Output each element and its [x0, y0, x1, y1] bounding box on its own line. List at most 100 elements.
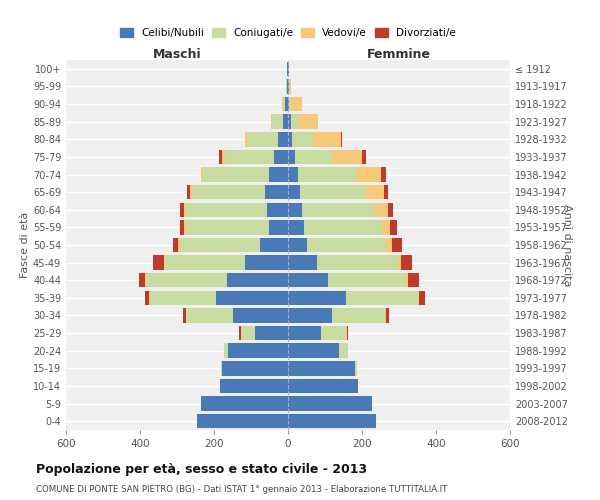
Bar — [287, 79, 288, 94]
Bar — [292, 132, 313, 146]
Bar — [271, 114, 272, 129]
Bar — [239, 326, 241, 340]
Bar — [288, 132, 292, 146]
Bar — [288, 361, 355, 376]
Bar — [182, 308, 185, 322]
Bar — [341, 132, 343, 146]
Bar — [286, 97, 288, 112]
Bar — [283, 97, 286, 112]
Bar — [304, 220, 382, 234]
Bar — [224, 344, 228, 358]
Bar — [288, 168, 298, 181]
Bar — [222, 361, 288, 376]
Text: COMUNE DI PONTE SAN PIETRO (BG) - Dati ISTAT 1° gennaio 2013 - Elaborazione TUTT: COMUNE DI PONTE SAN PIETRO (BG) - Dati I… — [36, 485, 448, 494]
Y-axis label: Anni di nascita: Anni di nascita — [562, 204, 572, 286]
Bar — [184, 220, 185, 234]
Bar — [288, 256, 317, 270]
Bar — [278, 132, 288, 146]
Bar — [390, 220, 397, 234]
Bar — [256, 326, 288, 340]
Bar — [139, 273, 145, 287]
Bar — [165, 256, 245, 270]
Bar — [289, 97, 292, 112]
Bar — [173, 238, 178, 252]
Bar — [201, 168, 203, 181]
Bar — [291, 114, 298, 129]
Bar — [179, 238, 260, 252]
Bar — [197, 414, 288, 428]
Text: Femmine: Femmine — [367, 48, 431, 61]
Bar — [385, 308, 386, 322]
Bar — [328, 273, 405, 287]
Bar — [286, 79, 287, 94]
Bar — [260, 238, 288, 252]
Bar — [203, 168, 269, 181]
Bar — [282, 97, 283, 112]
Bar — [269, 220, 288, 234]
Bar — [288, 414, 376, 428]
Bar — [265, 185, 288, 200]
Bar — [357, 168, 381, 181]
Bar — [187, 185, 190, 200]
Bar — [178, 238, 179, 252]
Bar — [288, 79, 289, 94]
Bar — [186, 202, 266, 217]
Bar — [222, 150, 225, 164]
Bar — [288, 114, 291, 129]
Bar — [164, 256, 165, 270]
Bar — [180, 220, 184, 234]
Bar — [269, 168, 288, 181]
Bar — [201, 396, 288, 411]
Bar — [227, 273, 288, 287]
Bar — [225, 150, 274, 164]
Bar — [288, 202, 302, 217]
Bar — [288, 97, 289, 112]
Bar — [288, 378, 358, 393]
Bar — [292, 97, 302, 112]
Bar — [145, 273, 146, 287]
Bar — [152, 256, 164, 270]
Bar — [149, 290, 150, 305]
Bar — [419, 290, 425, 305]
Bar — [272, 114, 283, 129]
Bar — [298, 168, 357, 181]
Bar — [384, 185, 388, 200]
Bar — [376, 202, 388, 217]
Bar — [381, 168, 386, 181]
Bar — [346, 290, 418, 305]
Bar — [332, 150, 362, 164]
Bar — [184, 202, 186, 217]
Bar — [288, 238, 307, 252]
Bar — [185, 220, 269, 234]
Bar — [190, 185, 192, 200]
Bar — [346, 326, 347, 340]
Bar — [288, 62, 289, 76]
Bar — [192, 185, 265, 200]
Text: Popolazione per età, sesso e stato civile - 2013: Popolazione per età, sesso e stato civil… — [36, 462, 367, 475]
Bar — [245, 132, 248, 146]
Bar — [288, 308, 332, 322]
Bar — [288, 273, 328, 287]
Bar — [219, 150, 222, 164]
Bar — [288, 290, 346, 305]
Bar — [233, 308, 288, 322]
Bar — [298, 114, 318, 129]
Bar — [355, 361, 357, 376]
Text: Maschi: Maschi — [152, 48, 202, 61]
Bar — [248, 132, 278, 146]
Bar — [332, 308, 385, 322]
Bar — [146, 273, 227, 287]
Bar — [401, 256, 412, 270]
Bar — [216, 290, 288, 305]
Bar — [362, 150, 366, 164]
Bar — [145, 290, 149, 305]
Bar — [241, 326, 256, 340]
Bar — [245, 256, 288, 270]
Bar — [181, 202, 184, 217]
Bar — [289, 79, 292, 94]
Bar — [266, 202, 288, 217]
Bar — [288, 220, 304, 234]
Bar — [274, 150, 288, 164]
Bar — [386, 308, 389, 322]
Bar — [302, 202, 376, 217]
